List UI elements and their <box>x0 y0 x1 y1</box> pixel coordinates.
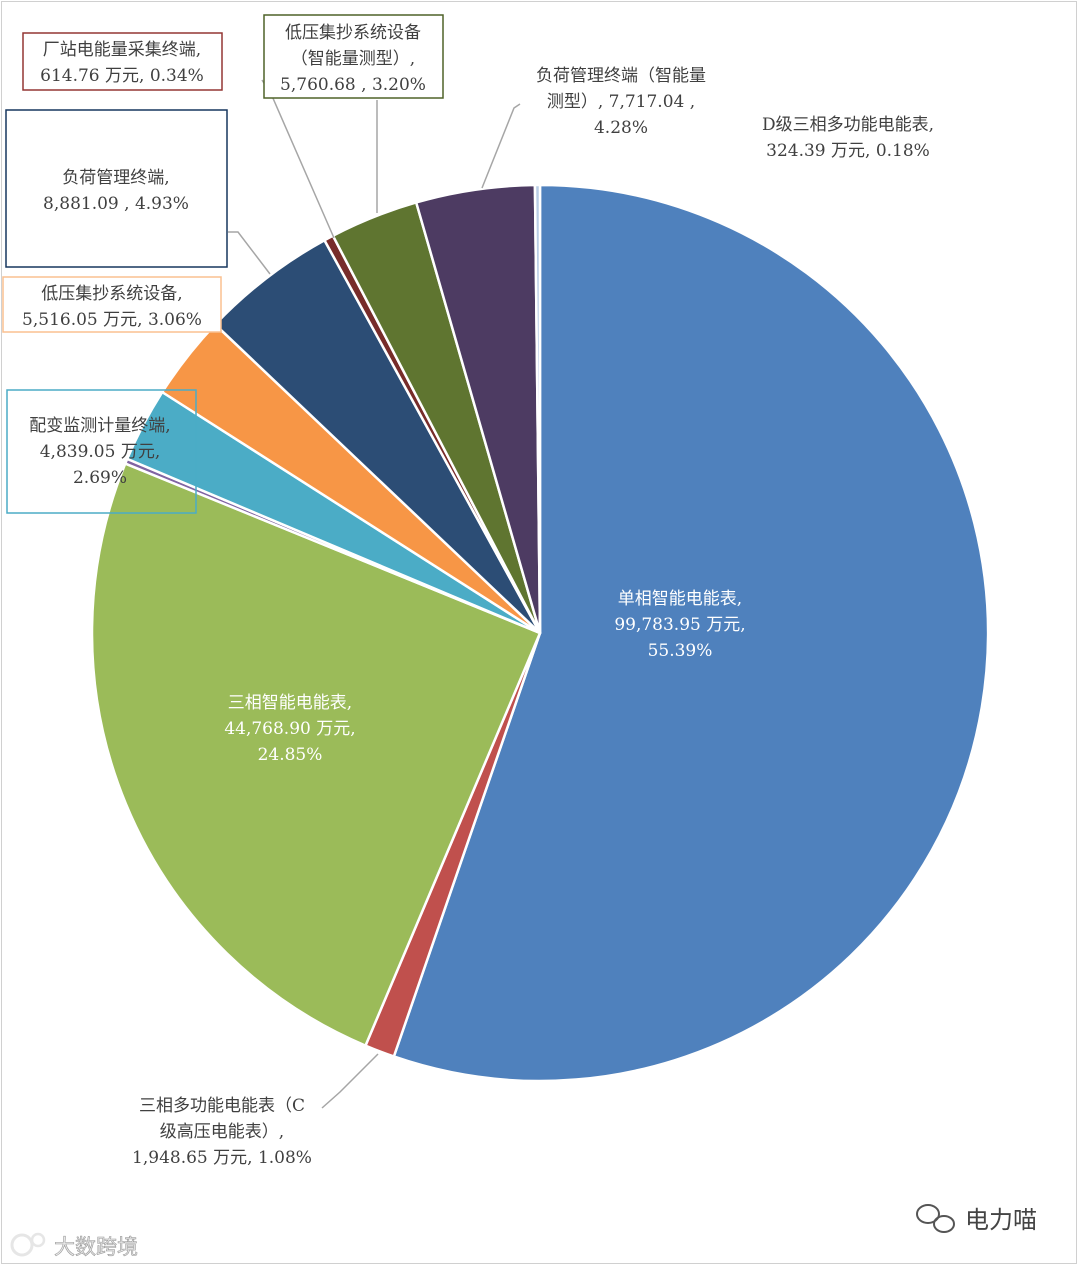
label-single-phase: 单相智能电能表, 99,783.95 万元, 55.39% <box>614 589 745 661</box>
label-box-low-voltage-smart <box>263 14 444 99</box>
svg-text:负荷管理终端,: 负荷管理终端, <box>62 168 169 188</box>
leader-line-load-mgmt <box>228 231 271 275</box>
svg-text:D级三相多功能电能表,: D级三相多功能电能表, <box>762 115 934 135</box>
label-low-voltage-smart: 低压集抄系统设备 （智能量测型）, 5,760.68 , 3.20% <box>280 23 426 95</box>
label-d-class: D级三相多功能电能表, 324.39 万元, 0.18% <box>762 115 934 161</box>
svg-text:5,760.68 , 3.20%: 5,760.68 , 3.20% <box>280 75 426 95</box>
svg-text:大数跨境: 大数跨境 <box>54 1235 138 1259</box>
label-three-phase-c: 三相多功能电能表（C 级高压电能表）, 1,948.65 万元, 1.08% <box>132 1096 312 1168</box>
pie-slice-10 <box>533 183 542 635</box>
leader-line-station <box>261 79 335 239</box>
svg-text:测型）, 7,717.04 ,: 测型）, 7,717.04 , <box>547 92 695 112</box>
label-station: 厂站电能量采集终端, 614.76 万元, 0.34% <box>40 40 204 86</box>
label-low-voltage: 低压集抄系统设备, 5,516.05 万元, 3.06% <box>22 284 202 330</box>
svg-text:级高压电能表）,: 级高压电能表）, <box>160 1122 284 1142</box>
svg-text:99,783.95 万元,: 99,783.95 万元, <box>614 615 745 635</box>
wechat-icon <box>916 1204 955 1233</box>
svg-text:5,516.05 万元, 3.06%: 5,516.05 万元, 3.06% <box>22 310 202 330</box>
svg-text:三相智能电能表,: 三相智能电能表, <box>228 693 352 713</box>
svg-text:单相智能电能表,: 单相智能电能表, <box>618 589 742 609</box>
label-box-low-voltage <box>2 276 222 333</box>
svg-text:低压集抄系统设备: 低压集抄系统设备 <box>285 23 421 43</box>
leader-line-load-mgmt-smart <box>481 103 521 189</box>
svg-text:电力喵: 电力喵 <box>965 1206 1037 1234</box>
svg-text:324.39 万元, 0.18%: 324.39 万元, 0.18% <box>766 141 930 161</box>
svg-text:614.76 万元, 0.34%: 614.76 万元, 0.34% <box>40 66 204 86</box>
label-box-distribution <box>6 389 197 514</box>
svg-text:1,948.65 万元, 1.08%: 1,948.65 万元, 1.08% <box>132 1148 312 1168</box>
svg-text:低压集抄系统设备,: 低压集抄系统设备, <box>41 284 182 304</box>
svg-text:（智能量测型）,: （智能量测型）, <box>291 49 415 69</box>
label-box-station <box>22 32 223 91</box>
svg-text:负荷管理终端（智能量: 负荷管理终端（智能量 <box>536 66 706 86</box>
svg-text:厂站电能量采集终端,: 厂站电能量采集终端, <box>43 40 201 60</box>
svg-text:55.39%: 55.39% <box>648 641 713 661</box>
svg-text:4,839.05 万元,: 4,839.05 万元, <box>40 442 161 462</box>
svg-text:4.28%: 4.28% <box>594 118 648 138</box>
svg-text:8,881.09 , 4.93%: 8,881.09 , 4.93% <box>43 194 189 214</box>
svg-text:配变监测计量终端,: 配变监测计量终端, <box>29 416 170 436</box>
label-box-load-mgmt <box>5 109 228 268</box>
pie-slice-0 <box>392 183 990 1083</box>
leader-line-three-phase-c <box>321 1053 379 1109</box>
svg-text:24.85%: 24.85% <box>258 745 323 765</box>
label-distribution: 配变监测计量终端, 4,839.05 万元, 2.69% <box>29 416 170 488</box>
label-three-phase-smart: 三相智能电能表, 44,768.90 万元, 24.85% <box>224 693 355 765</box>
svg-text:44,768.90 万元,: 44,768.90 万元, <box>224 719 355 739</box>
label-load-mgmt: 负荷管理终端, 8,881.09 , 4.93% <box>43 168 189 214</box>
watermark-left: 大数跨境 <box>10 1232 138 1259</box>
svg-text:三相多功能电能表（C: 三相多功能电能表（C <box>139 1096 305 1116</box>
pie-slice-2 <box>90 462 542 1047</box>
watermark-right: 电力喵 <box>916 1204 1037 1234</box>
svg-text:2.69%: 2.69% <box>73 468 127 488</box>
label-load-mgmt-smart: 负荷管理终端（智能量 测型）, 7,717.04 , 4.28% <box>536 66 706 138</box>
